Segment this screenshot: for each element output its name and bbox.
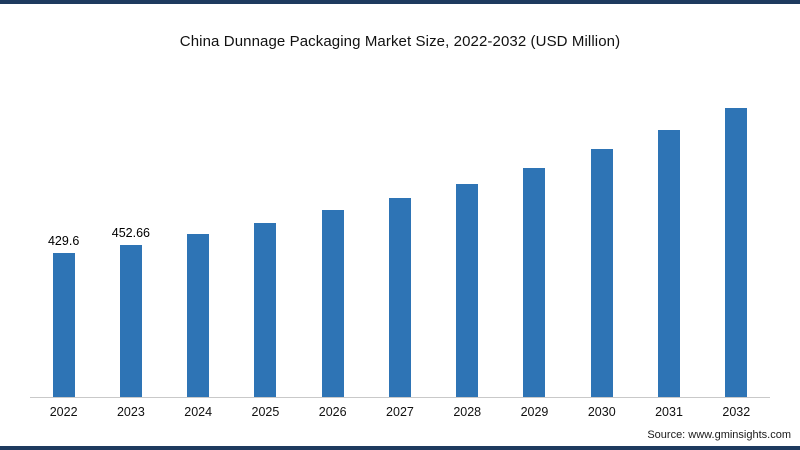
x-axis-tick-label: 2027 — [386, 405, 414, 419]
bar-column: 429.6 2022 — [30, 95, 97, 419]
bar-column: 2025 — [232, 95, 299, 419]
bar — [523, 167, 546, 397]
x-axis-tick-label: 2024 — [184, 405, 213, 419]
chart-title: China Dunnage Packaging Market Size, 202… — [179, 33, 621, 50]
bar — [321, 210, 344, 397]
bar — [456, 183, 479, 397]
x-axis-tick-label: 2028 — [453, 405, 482, 419]
bar-column: 2029 — [501, 95, 568, 419]
bar-column: 2032 — [703, 95, 770, 419]
x-axis-tick-label: 2031 — [655, 405, 683, 419]
bottom-border-line — [0, 446, 800, 450]
x-axis-tick-label: 2030 — [587, 405, 616, 419]
bar — [388, 198, 411, 397]
bar — [590, 149, 613, 397]
x-axis-tick-label: 2023 — [116, 405, 145, 419]
bar — [52, 252, 75, 397]
bar-column: 2030 — [568, 95, 635, 419]
bar — [187, 233, 210, 397]
bar-column: 2027 — [366, 95, 433, 419]
top-border-line — [0, 0, 800, 4]
x-axis-tick-label: 2032 — [722, 405, 751, 419]
x-axis-tick-label: 2029 — [520, 405, 549, 419]
bar-value-label: 452.66 — [111, 226, 151, 241]
bar — [658, 129, 681, 397]
bar — [725, 108, 748, 397]
bar — [119, 245, 142, 397]
bar-column: 2026 — [299, 95, 366, 419]
bar — [254, 222, 277, 397]
x-axis-tick-label: 2025 — [251, 405, 280, 419]
bar-column: 2024 — [165, 95, 232, 419]
bar-column: 2028 — [434, 95, 501, 419]
source-credit: Source: www.gminsights.com — [647, 429, 791, 441]
bar-column: 2031 — [635, 95, 702, 419]
bar-value-label: 429.6 — [47, 233, 80, 248]
x-axis-tick-label: 2022 — [49, 405, 78, 419]
bar-column: 452.66 2023 — [97, 95, 164, 419]
plot-area: 429.6 2022 452.66 2023 2024 2025 2026 2027 2028 2… — [30, 95, 770, 419]
x-axis-tick-label: 2026 — [318, 405, 347, 419]
